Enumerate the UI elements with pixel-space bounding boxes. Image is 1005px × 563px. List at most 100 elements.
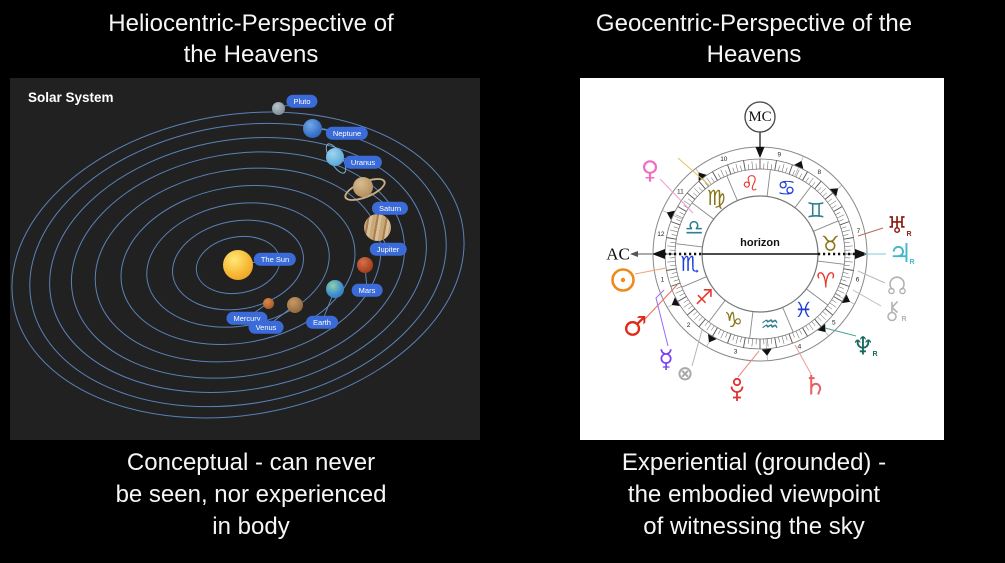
house-number-8: 8 — [818, 169, 822, 176]
zodiac-pisces-icon: ♓ — [794, 298, 813, 322]
sign-boundary — [681, 276, 707, 288]
house-number-7: 7 — [857, 228, 861, 235]
ac-arrowhead — [630, 251, 638, 257]
zodiac-taurus-icon: ♉ — [821, 232, 840, 256]
mc-circle — [744, 101, 776, 133]
north-node-pointer-line — [857, 270, 886, 284]
left-caption-line3: in body — [212, 513, 290, 540]
zodiac-gemini-icon: ♊ — [807, 198, 826, 222]
sign-boundary — [806, 288, 829, 306]
left-caption-line1: Conceptual - can never — [126, 449, 376, 476]
ascendant-arrowhead — [652, 249, 665, 259]
zodiac-virgo-icon: ♍ — [707, 186, 726, 210]
house-cusp-arrow — [761, 348, 772, 356]
house-number-5: 5 — [832, 319, 836, 326]
moon-pointer-line — [677, 157, 711, 187]
jupiter-retrograde-flag: R — [909, 259, 914, 266]
planet-label-mars: Mars — [351, 283, 383, 297]
pluto-pointer-line — [737, 350, 760, 378]
left-caption: Conceptual - can never be seen, nor expe… — [0, 447, 502, 543]
sign-boundary — [675, 243, 703, 248]
left-caption-line2: be seen, nor experienced — [115, 481, 387, 508]
mars-icon: ♂ — [623, 312, 647, 343]
planet-neptune — [302, 118, 322, 138]
house-cusp-arrow — [841, 294, 851, 304]
orbit-4 — [120, 184, 356, 346]
sign-boundary — [817, 260, 845, 265]
mars-pointer-line — [643, 284, 678, 321]
zodiac-libra-icon: ♎ — [685, 215, 704, 239]
saturn-icon: ♄ — [803, 371, 827, 402]
neptune-icon: ♆ — [852, 332, 874, 361]
degree-ticks — [665, 159, 855, 349]
zodiac-aquarius-icon: ♒ — [760, 312, 779, 336]
sign-boundary — [782, 307, 794, 333]
sign-boundary — [794, 185, 812, 208]
house-number-10: 10 — [720, 156, 728, 163]
right-caption: Experiential (grounded) - the embodied v… — [503, 447, 1005, 543]
planet-label-sun: The Sun — [253, 252, 297, 266]
planet-label-neptune: Neptune — [325, 126, 369, 140]
house-number-4: 4 — [798, 343, 802, 350]
right-title-line2: Heavens — [706, 41, 802, 68]
planet-pluto — [271, 101, 285, 115]
chiron-pointer-line — [852, 289, 882, 307]
planet-venus — [287, 297, 303, 313]
sign-boundary — [749, 311, 754, 339]
house-cusp-arrow — [794, 160, 804, 169]
house-number-11: 11 — [677, 188, 684, 195]
orbit-2 — [172, 219, 304, 311]
mc-arrowhead — [755, 147, 765, 158]
chiron-icon — [887, 300, 899, 322]
solar-system-label: Solar System — [28, 90, 114, 105]
saturn-pointer-line — [794, 344, 812, 375]
descendant-arrowhead — [855, 249, 868, 259]
zodiac-leo-icon: ♌ — [741, 172, 760, 196]
right-caption-line3: of witnessing the sky — [643, 513, 865, 540]
house-cusp-arrow — [707, 334, 717, 343]
left-title: Heliocentric-Perspective of the Heavens — [0, 8, 502, 70]
uranus-retrograde-flag: R — [906, 231, 911, 238]
planet-saturn — [353, 177, 373, 197]
house-cusp-arrow — [698, 172, 707, 181]
solar-system-figure: Solar System The Sun Mercury Venus Earth Mar… — [10, 78, 480, 440]
mercury-pointer-line — [655, 289, 669, 347]
orbit-9 — [11, 111, 465, 419]
house-cusp-arrow — [817, 323, 826, 333]
planet-sun — [223, 250, 253, 280]
house-number-6: 6 — [856, 277, 860, 284]
pluto-icon — [730, 377, 744, 401]
left-title-line1: Heliocentric-Perspective of — [108, 10, 394, 37]
right-caption-line2: the embodied viewpoint — [627, 481, 881, 508]
sign-boundary — [691, 202, 714, 220]
house-number-1: 1 — [661, 277, 665, 284]
part-of-fortune-pointer-line — [691, 329, 703, 367]
planet-label-earth: Earth — [306, 315, 338, 329]
house-number-12: 12 — [657, 231, 665, 238]
zodiac-capricorn-icon: ♑ — [724, 308, 743, 332]
planet-label-saturn: Saturn — [371, 201, 409, 215]
zodiac-sagittarius-icon: ♐ — [695, 286, 714, 310]
chiron-retrograde-flag: R — [901, 316, 906, 323]
orbit-7 — [49, 137, 427, 393]
house-number-9: 9 — [777, 151, 781, 158]
house-number-2: 2 — [687, 322, 691, 329]
planet-jupiter — [363, 213, 391, 241]
planet-mercury — [262, 297, 274, 309]
sun-pointer-line — [634, 267, 667, 275]
horizon-label: horizon — [740, 237, 780, 249]
zodiac-scorpio-icon: ♏ — [680, 252, 699, 276]
mc-label: MC — [748, 109, 771, 125]
orbit-6 — [70, 151, 406, 379]
orbit-8 — [29, 122, 447, 408]
natal-chart-wheel: ♉♊♋♌♍♎♏♐♑ ♒♓♈123456789101112horizonMCAC♀♂… — [606, 101, 915, 402]
north-node-icon — [888, 276, 906, 295]
neptune-retrograde-flag: R — [872, 351, 877, 358]
planet-label-venus: Venus — [248, 320, 284, 334]
right-title-line1: Geocentric-Perspective of the — [595, 10, 913, 37]
sign-boundary — [766, 169, 771, 197]
planet-uranus — [326, 148, 344, 166]
right-caption-line1: Experiential (grounded) - — [621, 449, 887, 476]
mercury-icon: ☿ — [658, 345, 673, 374]
uranus-pointer-line — [857, 227, 884, 237]
